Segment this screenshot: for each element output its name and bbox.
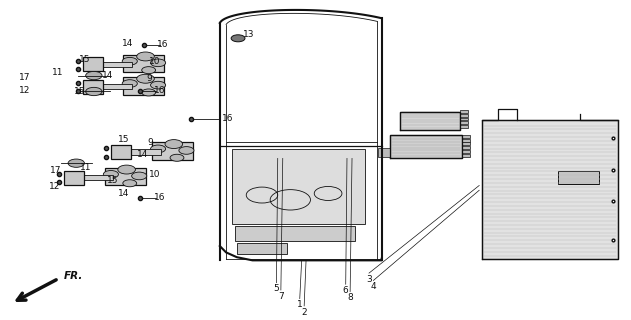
Bar <box>235 226 355 241</box>
Circle shape <box>165 140 182 148</box>
Text: 16: 16 <box>157 40 169 49</box>
Text: 4: 4 <box>370 282 376 291</box>
Bar <box>462 142 469 145</box>
Bar <box>462 146 469 149</box>
Text: 15: 15 <box>79 55 90 64</box>
Circle shape <box>122 80 138 87</box>
Circle shape <box>151 81 166 89</box>
Bar <box>460 122 468 124</box>
Circle shape <box>132 172 147 180</box>
Text: 9: 9 <box>146 74 152 83</box>
Text: 5: 5 <box>274 284 280 293</box>
Circle shape <box>170 154 184 161</box>
Circle shape <box>103 171 119 178</box>
Bar <box>64 171 84 185</box>
Text: 15: 15 <box>74 87 85 96</box>
Circle shape <box>151 145 166 153</box>
Text: 7: 7 <box>278 292 284 300</box>
Text: 14: 14 <box>137 150 148 159</box>
Text: 15: 15 <box>118 135 129 144</box>
Circle shape <box>151 59 166 67</box>
Bar <box>124 77 165 95</box>
Circle shape <box>137 52 155 61</box>
Bar <box>83 80 103 94</box>
Text: 16: 16 <box>153 193 165 202</box>
Bar <box>128 149 161 155</box>
Bar <box>482 120 618 259</box>
Text: 14: 14 <box>102 71 114 80</box>
Bar <box>460 114 468 117</box>
Text: 11: 11 <box>52 68 63 77</box>
Bar <box>81 175 114 180</box>
Bar <box>462 150 469 153</box>
Text: 8: 8 <box>347 293 353 302</box>
Circle shape <box>68 159 85 167</box>
Text: 14: 14 <box>122 39 134 48</box>
Circle shape <box>142 67 156 74</box>
Text: 2: 2 <box>302 308 307 316</box>
Bar <box>83 57 103 71</box>
Bar <box>401 112 460 130</box>
Bar <box>460 118 468 121</box>
Bar <box>100 84 133 89</box>
Text: 15: 15 <box>107 176 119 185</box>
Bar <box>152 142 192 160</box>
Text: 16: 16 <box>222 114 234 123</box>
Bar <box>390 134 462 158</box>
Circle shape <box>123 180 137 187</box>
Bar <box>462 135 469 138</box>
Text: 10: 10 <box>149 57 161 66</box>
Bar <box>460 110 468 113</box>
Bar <box>379 148 390 157</box>
Text: 6: 6 <box>343 286 348 295</box>
Text: 12: 12 <box>49 182 60 191</box>
Text: 10: 10 <box>149 170 161 179</box>
Text: 12: 12 <box>19 86 30 95</box>
Text: 9: 9 <box>148 138 153 147</box>
Bar <box>462 154 469 157</box>
Bar <box>558 171 599 184</box>
Bar <box>237 243 287 254</box>
Text: 3: 3 <box>366 275 372 284</box>
Circle shape <box>86 71 102 80</box>
Bar <box>232 149 365 224</box>
Bar <box>100 62 133 67</box>
Bar <box>460 125 468 128</box>
Text: FR.: FR. <box>64 271 83 281</box>
Circle shape <box>137 74 155 83</box>
Bar <box>124 55 165 72</box>
Bar <box>105 168 146 186</box>
Circle shape <box>142 89 156 96</box>
Text: 17: 17 <box>19 73 30 82</box>
Circle shape <box>179 147 194 154</box>
Circle shape <box>86 87 102 96</box>
Circle shape <box>118 165 136 174</box>
Text: 16: 16 <box>153 86 165 95</box>
Text: 17: 17 <box>50 166 62 175</box>
Bar <box>111 145 131 159</box>
Text: 11: 11 <box>80 164 91 172</box>
Circle shape <box>231 35 245 42</box>
Text: 1: 1 <box>297 300 303 309</box>
Text: 14: 14 <box>118 189 129 198</box>
Circle shape <box>122 57 138 65</box>
Text: 13: 13 <box>243 30 254 39</box>
Bar <box>462 139 469 141</box>
